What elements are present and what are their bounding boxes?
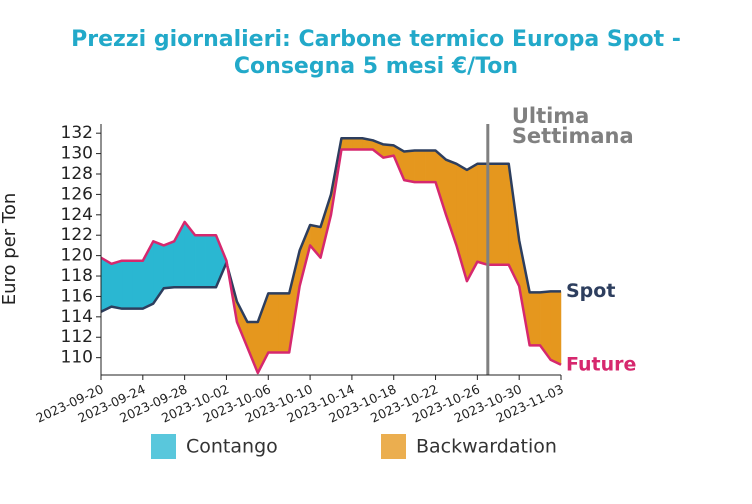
spread-area: [529, 292, 541, 346]
spread-area: [414, 150, 426, 183]
y-tick-label: 112: [61, 327, 93, 347]
legend-label: Backwardation: [416, 436, 557, 458]
spread-area: [194, 234, 206, 288]
spread-area: [403, 150, 415, 183]
y-tick-label: 120: [61, 246, 93, 266]
annotation-text: Settimana: [512, 124, 634, 148]
series-label: Future: [566, 353, 636, 375]
y-tick-label: 132: [61, 123, 93, 143]
y-tick-label: 122: [61, 225, 93, 245]
y-tick-label: 114: [61, 307, 93, 327]
y-tick-label: 128: [61, 164, 93, 184]
spread-area: [205, 234, 217, 288]
y-tick-label: 130: [61, 144, 93, 164]
y-tick-label: 124: [61, 205, 93, 225]
series-line: [100, 137, 561, 324]
chart-title: Prezzi giornalieri: Carbone termico Euro…: [71, 27, 681, 52]
spread-area: [550, 291, 562, 366]
legend-swatch: [151, 434, 176, 459]
spread-area: [435, 149, 447, 215]
spread-area: [111, 260, 123, 309]
spread-area: [424, 150, 436, 183]
legend-swatch: [381, 434, 406, 459]
y-tick-label: 110: [61, 348, 93, 368]
spread-area: [215, 235, 227, 288]
spread-area: [132, 260, 144, 309]
spread-area: [351, 138, 363, 150]
spread-area: [247, 321, 259, 374]
series-line: [100, 148, 562, 375]
spread-area: [100, 257, 112, 313]
y-tick-label: 126: [61, 184, 93, 204]
y-tick-label: 116: [61, 286, 93, 306]
y-tick-label: 118: [61, 266, 93, 286]
spread-area: [487, 163, 499, 266]
annotation-text: Ultima: [512, 104, 590, 128]
spread-area: [477, 163, 489, 266]
spread-area: [121, 260, 133, 309]
series-label: Spot: [566, 280, 615, 302]
y-axis-label: Euro per Ton: [0, 193, 20, 306]
spread-area: [268, 293, 279, 353]
spread-area: [341, 138, 353, 150]
spread-area: [278, 293, 290, 353]
spread-area: [498, 163, 509, 266]
chart-title: Consegna 5 mesi €/Ton: [234, 54, 518, 79]
legend-label: Contango: [186, 436, 278, 458]
spread-area: [163, 240, 175, 289]
